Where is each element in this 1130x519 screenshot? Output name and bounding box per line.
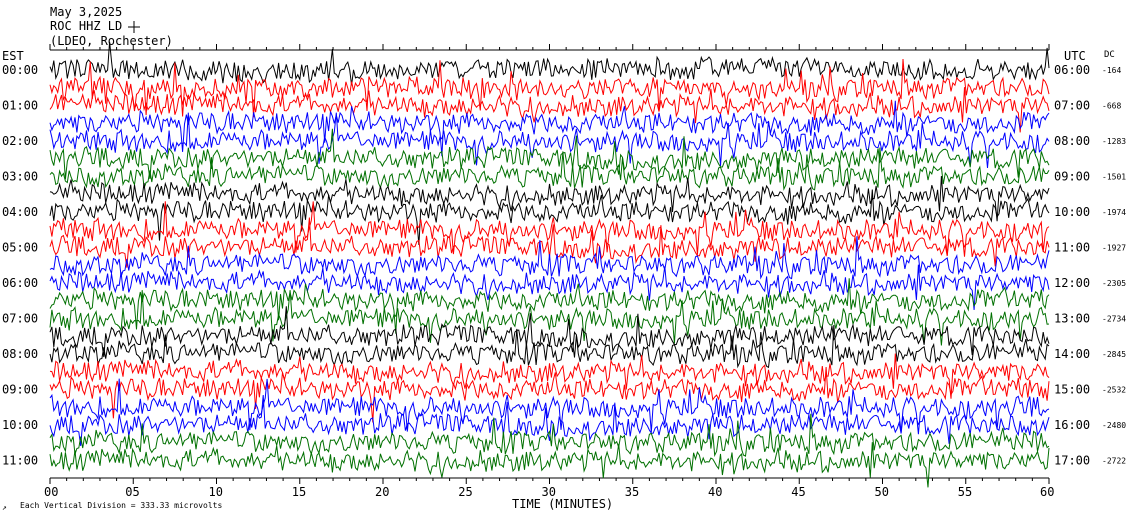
- trace-line-row-19: [49, 378, 1050, 435]
- est-hour-label: 10:00: [2, 418, 38, 432]
- utc-hour-label: 06:00: [1054, 63, 1090, 77]
- network-name: (LDEO, Rochester): [50, 34, 173, 48]
- est-hour-label: 00:00: [2, 63, 38, 77]
- dc-offset-value: -2305: [1102, 279, 1126, 288]
- dc-offset-value: -2845: [1102, 350, 1126, 359]
- x-tick-label: 05: [125, 485, 139, 499]
- x-tick-label: 35: [625, 485, 639, 499]
- utc-hour-label: 07:00: [1054, 99, 1090, 113]
- x-tick-label: 55: [958, 485, 972, 499]
- utc-hour-label: 13:00: [1054, 312, 1090, 326]
- trace-line-row-18: [49, 366, 1050, 423]
- dc-offset-value: -2722: [1102, 457, 1126, 466]
- dc-offset-value: -2532: [1102, 386, 1126, 395]
- dc-offset-value: -1283: [1102, 137, 1126, 146]
- x-axis-title: TIME (MINUTES): [512, 497, 613, 511]
- trace-line-row-22: [49, 442, 1050, 488]
- dc-offset-value: -2734: [1102, 315, 1126, 324]
- right-zone-label: UTC: [1064, 49, 1086, 63]
- utc-hour-label: 11:00: [1054, 241, 1090, 255]
- trace-line-row-7: [49, 175, 1050, 222]
- est-hour-label: 02:00: [2, 134, 38, 148]
- trace-line-row-21: [49, 413, 1050, 458]
- utc-hour-label: 16:00: [1054, 418, 1090, 432]
- x-tick-label: 60: [1040, 485, 1054, 499]
- trace-line-row-0: [49, 41, 1050, 86]
- dc-offset-value: -668: [1102, 102, 1121, 111]
- x-tick-group: 00 05 10 15 20 25 30 35 40 45 50 55 60: [44, 44, 1054, 499]
- x-tick-label: 40: [708, 485, 722, 499]
- dc-offset-value: -2480: [1102, 421, 1126, 430]
- x-tick-label: 20: [375, 485, 389, 499]
- trace-line-row-9: [49, 201, 1050, 257]
- est-hour-label: 08:00: [2, 347, 38, 361]
- record-date: May 3,2025: [50, 5, 122, 19]
- est-hour-label: 06:00: [2, 276, 38, 290]
- trace-line-row-17: [49, 353, 1050, 399]
- x-tick-label: 30: [542, 485, 556, 499]
- scale-note: Each Vertical Division = 333.33 microvol…: [20, 501, 222, 510]
- trace-line-row-4: [49, 112, 1050, 169]
- row-label-group: 00:00 06:00 -164 01:00 07:00 -668 02:00 08:00 -1…: [2, 63, 1126, 468]
- trace-line-row-2: [49, 87, 1050, 133]
- dc-offset-value: -1974: [1102, 208, 1126, 217]
- trace-line-row-6: [49, 147, 1050, 191]
- est-hour-label: 01:00: [2, 99, 38, 113]
- scale-marker-icon: ↗: [2, 503, 7, 512]
- utc-hour-label: 10:00: [1054, 205, 1090, 219]
- x-tick-label: 15: [292, 485, 306, 499]
- x-tick-label: 45: [791, 485, 805, 499]
- trace-line-row-13: [49, 278, 1050, 334]
- utc-hour-label: 08:00: [1054, 134, 1090, 148]
- left-zone-label: EST: [2, 49, 24, 63]
- x-tick-label: 10: [209, 485, 223, 499]
- x-tick-label: 50: [875, 485, 889, 499]
- est-hour-label: 04:00: [2, 205, 38, 219]
- est-hour-label: 09:00: [2, 383, 38, 397]
- trace-line-row-14: [49, 290, 1050, 346]
- trace-line-row-16: [49, 325, 1050, 369]
- dc-offset-value: -164: [1102, 66, 1121, 75]
- utc-hour-label: 15:00: [1054, 383, 1090, 397]
- est-hour-label: 05:00: [2, 241, 38, 255]
- trace-line-row-12: [49, 264, 1050, 310]
- est-hour-label: 03:00: [2, 170, 38, 184]
- trace-line-row-3: [49, 100, 1050, 157]
- est-hour-label: 07:00: [2, 312, 38, 326]
- x-tick-label: 00: [44, 485, 58, 499]
- trace-line-row-20: [49, 394, 1050, 446]
- utc-hour-label: 14:00: [1054, 347, 1090, 361]
- utc-hour-label: 12:00: [1054, 276, 1090, 290]
- x-tick-label: 25: [458, 485, 472, 499]
- trace-line-row-1: [49, 58, 1050, 118]
- est-hour-label: 11:00: [2, 454, 38, 468]
- utc-hour-label: 17:00: [1054, 454, 1090, 468]
- station-code: ROC HHZ LD: [50, 19, 122, 33]
- utc-hour-label: 09:00: [1054, 170, 1090, 184]
- dc-offset-value: -1501: [1102, 173, 1126, 182]
- dc-offset-value: -1927: [1102, 244, 1126, 253]
- trace-line-row-8: [49, 189, 1050, 246]
- dc-label: DC: [1104, 50, 1115, 60]
- trace-group: [49, 41, 1050, 488]
- trace-line-row-5: [49, 128, 1050, 180]
- trace-line-row-11: [49, 236, 1050, 280]
